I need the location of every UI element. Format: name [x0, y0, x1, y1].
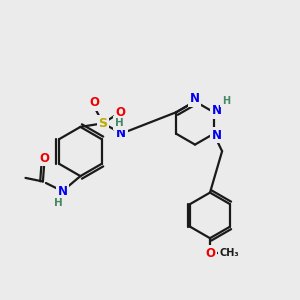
Text: N: N [189, 92, 200, 105]
Text: O: O [205, 247, 215, 260]
Text: O: O [89, 96, 99, 110]
Text: S: S [98, 117, 107, 130]
Text: CH₃: CH₃ [219, 248, 239, 258]
Text: N: N [212, 129, 222, 142]
Text: N: N [57, 184, 68, 198]
Text: N: N [116, 127, 126, 140]
Text: O: O [39, 152, 50, 165]
Text: O: O [115, 106, 125, 119]
Text: H: H [115, 118, 124, 128]
Text: H: H [54, 197, 63, 208]
Text: N: N [212, 104, 222, 117]
Text: H: H [222, 96, 230, 106]
